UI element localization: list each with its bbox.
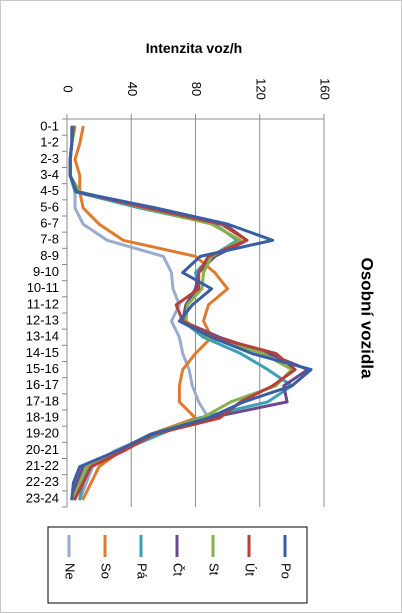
legend-label-pá: Pá xyxy=(135,563,150,580)
series-line-út xyxy=(68,125,297,501)
category-label: 5-6 xyxy=(40,199,59,214)
y-axis-title: Intenzita voz/h xyxy=(146,40,242,56)
category-label: 13-14 xyxy=(26,329,59,344)
chart-title: Osobní vozidla xyxy=(358,258,377,379)
series-line-čt xyxy=(68,125,310,501)
legend-label-čt: Čt xyxy=(171,563,186,576)
series-line-po xyxy=(68,125,313,501)
category-label: 8-9 xyxy=(40,248,59,263)
legend-label-so: So xyxy=(99,563,114,579)
titles: Osobní vozidla Intenzita voz/h xyxy=(146,40,377,379)
category-label: 10-11 xyxy=(27,280,59,295)
category-label: 17-18 xyxy=(26,393,59,408)
series-line-so xyxy=(73,125,230,501)
category-label: 3-4 xyxy=(40,167,59,182)
category-label: 11-12 xyxy=(27,296,59,311)
legend-label-po: Po xyxy=(279,563,294,579)
gridlines xyxy=(130,119,325,507)
category-label: 22-23 xyxy=(26,474,59,489)
category-label: 19-20 xyxy=(26,426,59,441)
category-label: 18-19 xyxy=(26,410,59,425)
category-label: 4-5 xyxy=(40,183,59,198)
category-label: 12-13 xyxy=(26,313,59,328)
category-label: 2-3 xyxy=(40,151,59,166)
legend-label-st: St xyxy=(207,563,222,576)
category-label: 1-2 xyxy=(40,135,59,150)
series-lines xyxy=(68,125,313,501)
legend-label-ne: Ne xyxy=(63,563,78,580)
axes: 0 40 80 120 160 0-11-22-33-44-55-6 6-77-88-99-… xyxy=(26,78,333,508)
category-label: 7-8 xyxy=(40,232,59,247)
category-label: 16-17 xyxy=(26,377,59,392)
y-tick-label: 120 xyxy=(253,78,268,100)
category-label: 23-24 xyxy=(26,490,59,505)
y-tick-label: 0 xyxy=(61,85,76,92)
y-tick-label: 80 xyxy=(189,82,204,96)
category-label: 20-21 xyxy=(26,442,59,457)
category-label: 9-10 xyxy=(33,264,59,279)
category-label: 21-22 xyxy=(26,458,59,473)
category-label: 6-7 xyxy=(40,216,59,231)
legend: Ne So Pá Čt St Út Po xyxy=(47,526,308,604)
y-tick-label: 40 xyxy=(125,82,140,96)
category-label: 0-1 xyxy=(40,119,59,134)
category-label: 15-16 xyxy=(26,361,59,376)
category-label: 14-15 xyxy=(26,345,59,360)
y-tick-label: 160 xyxy=(318,78,333,100)
legend-label-út: Út xyxy=(243,563,258,576)
